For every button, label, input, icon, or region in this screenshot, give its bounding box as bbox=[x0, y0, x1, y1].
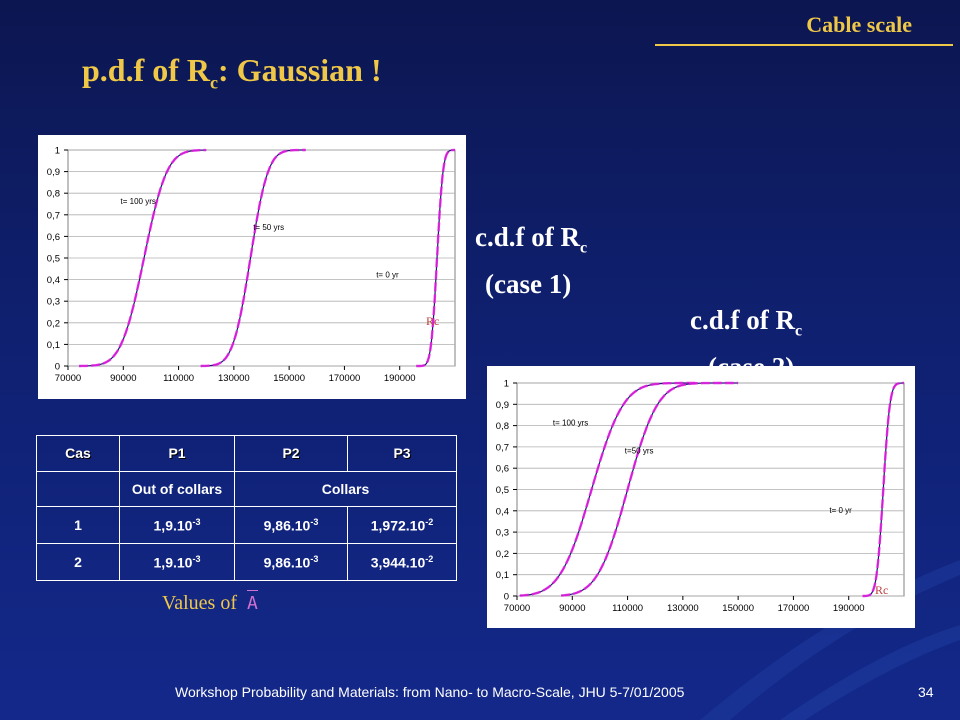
y-tick-label: 0,7 bbox=[47, 210, 60, 221]
y-tick-label: 0,1 bbox=[47, 340, 60, 351]
y-tick-label: 0,3 bbox=[496, 528, 509, 539]
table-cell: 2 bbox=[36, 543, 120, 581]
x-tick-label: 110000 bbox=[163, 373, 194, 384]
values-table: Cas P1 P2 P3 Out of collars Collars 1 1,… bbox=[36, 435, 457, 581]
x-tick-label: 90000 bbox=[110, 373, 136, 384]
series-annotation: t=50 yrs bbox=[625, 446, 654, 455]
subheader-cell: Out of collars bbox=[119, 470, 235, 508]
y-tick-label: 0,5 bbox=[47, 254, 60, 265]
header-cell: P3 bbox=[347, 435, 457, 472]
rc-annotation: Rc bbox=[875, 583, 888, 597]
slide-title: p.d.f of Rc: Gaussian ! bbox=[82, 52, 382, 93]
table-row: 2 1,9.10-3 9,86.10-3 3,944.10-2 bbox=[36, 543, 457, 581]
x-tick-label: 150000 bbox=[722, 603, 754, 614]
y-tick-label: 0,5 bbox=[496, 485, 509, 496]
page-number: 34 bbox=[918, 684, 934, 700]
x-tick-label: 190000 bbox=[384, 373, 416, 384]
table-cell: 9,86.10-3 bbox=[234, 543, 348, 581]
cdf-chart-case-1: 0 0,1 0,2 0,3 0,4 0,5 0,6 0,7 0,8 0,9 1 70000 90000 1… bbox=[38, 135, 466, 399]
y-tick-label: 0,1 bbox=[496, 570, 509, 581]
header-rule bbox=[655, 44, 953, 46]
table-cell: 9,86.10-3 bbox=[234, 506, 348, 545]
y-tick-label: 0,6 bbox=[496, 464, 509, 475]
y-tick-label: 0,9 bbox=[496, 400, 509, 411]
caption-case-1: c.d.f of Rc (case 1) bbox=[475, 219, 587, 302]
series-annotation: t= 50 yrs bbox=[253, 223, 284, 232]
series-line bbox=[416, 148, 455, 368]
table-subheader-row: Out of collars Collars bbox=[36, 470, 457, 508]
y-tick-label: 0 bbox=[55, 362, 60, 373]
y-tick-label: 0,4 bbox=[496, 506, 509, 517]
caption-case-2: c.d.f of Rc (case 2) bbox=[690, 302, 802, 385]
table-row: 1 1,9.10-3 9,86.10-3 1,972.10-2 bbox=[36, 506, 457, 545]
y-tick-label: 0,8 bbox=[47, 189, 60, 200]
y-tick-label: 0,6 bbox=[47, 232, 60, 243]
y-tick-label: 0,2 bbox=[47, 318, 60, 329]
section-label: Cable scale bbox=[806, 12, 912, 37]
a-bar-symbol: A bbox=[246, 590, 258, 614]
header-cell: P1 bbox=[119, 435, 235, 472]
series-annotation: t= 100 yrs bbox=[121, 197, 156, 206]
x-tick-label: 130000 bbox=[667, 603, 699, 614]
series-line bbox=[862, 381, 904, 598]
x-tick-label: 130000 bbox=[218, 373, 250, 384]
x-tick-label: 110000 bbox=[612, 603, 643, 614]
series-line bbox=[519, 381, 698, 597]
rc-annotation: Rc bbox=[426, 314, 439, 328]
x-tick-label: 170000 bbox=[329, 373, 361, 384]
x-tick-label: 90000 bbox=[559, 603, 585, 614]
x-tick-label: 190000 bbox=[833, 603, 865, 614]
series-line bbox=[200, 148, 306, 368]
series-annotation: t= 0 yr bbox=[829, 506, 852, 515]
footer-text: Workshop Probability and Materials: from… bbox=[175, 684, 685, 700]
table-cell: 1,972.10-2 bbox=[347, 506, 457, 545]
table-header-row: Cas P1 P2 P3 bbox=[36, 435, 457, 472]
caption-case-1-line2: (case 1) bbox=[485, 269, 572, 300]
series-line bbox=[561, 381, 739, 597]
subheader-cell bbox=[36, 470, 120, 508]
subheader-cell: Collars bbox=[234, 470, 457, 508]
series-line bbox=[79, 148, 207, 368]
x-tick-label: 70000 bbox=[504, 603, 530, 614]
y-tick-label: 0 bbox=[504, 592, 509, 603]
y-tick-label: 1 bbox=[504, 379, 509, 390]
header-cell: Cas bbox=[36, 435, 120, 472]
caption-case-1-line1: c.d.f of Rc bbox=[475, 222, 588, 257]
y-tick-label: 0,2 bbox=[496, 549, 509, 560]
header-cell: P2 bbox=[234, 435, 348, 472]
y-tick-label: 0,3 bbox=[47, 297, 60, 308]
x-tick-label: 70000 bbox=[55, 373, 81, 384]
y-tick-label: 0,8 bbox=[496, 421, 509, 432]
table-cell: 1,9.10-3 bbox=[119, 506, 235, 545]
series-annotation: t= 100 yrs bbox=[553, 419, 588, 428]
caption-case-2-line1: c.d.f of Rc bbox=[690, 305, 803, 340]
series-annotation: t= 0 yr bbox=[376, 270, 399, 279]
y-tick-label: 0,7 bbox=[496, 442, 509, 453]
table-cell: 1,9.10-3 bbox=[119, 543, 235, 581]
x-tick-label: 150000 bbox=[273, 373, 305, 384]
caption-case-2-line2: (case 2) bbox=[708, 352, 795, 383]
y-tick-label: 0,4 bbox=[47, 275, 60, 286]
table-cell: 1 bbox=[36, 506, 120, 545]
values-caption: Values of A bbox=[162, 590, 258, 614]
y-tick-label: 1 bbox=[55, 146, 60, 157]
x-tick-label: 170000 bbox=[778, 603, 810, 614]
table-cell: 3,944.10-2 bbox=[347, 543, 457, 581]
cdf-chart-case-2: 0 0,1 0,2 0,3 0,4 0,5 0,6 0,7 0,8 0,9 1 70000 90000 1… bbox=[487, 366, 915, 628]
y-tick-label: 0,9 bbox=[47, 167, 60, 178]
